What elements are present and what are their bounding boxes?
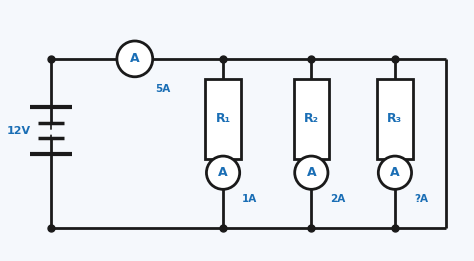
Text: A: A <box>307 166 316 179</box>
Text: A: A <box>130 52 140 66</box>
Text: R₂: R₂ <box>304 112 319 126</box>
Text: 12V: 12V <box>7 126 31 135</box>
Bar <box>205 79 241 159</box>
Text: 5A: 5A <box>155 85 170 94</box>
Text: A: A <box>218 166 228 179</box>
Text: ?A: ?A <box>414 194 428 204</box>
Ellipse shape <box>117 41 153 77</box>
Text: 2A: 2A <box>330 194 346 204</box>
Text: 1A: 1A <box>242 194 257 204</box>
Text: R₁: R₁ <box>216 112 231 126</box>
Ellipse shape <box>295 156 328 189</box>
Text: A: A <box>390 166 400 179</box>
Bar <box>377 79 412 159</box>
Bar <box>294 79 329 159</box>
Ellipse shape <box>207 156 240 189</box>
Ellipse shape <box>378 156 411 189</box>
Text: R₃: R₃ <box>387 112 402 126</box>
